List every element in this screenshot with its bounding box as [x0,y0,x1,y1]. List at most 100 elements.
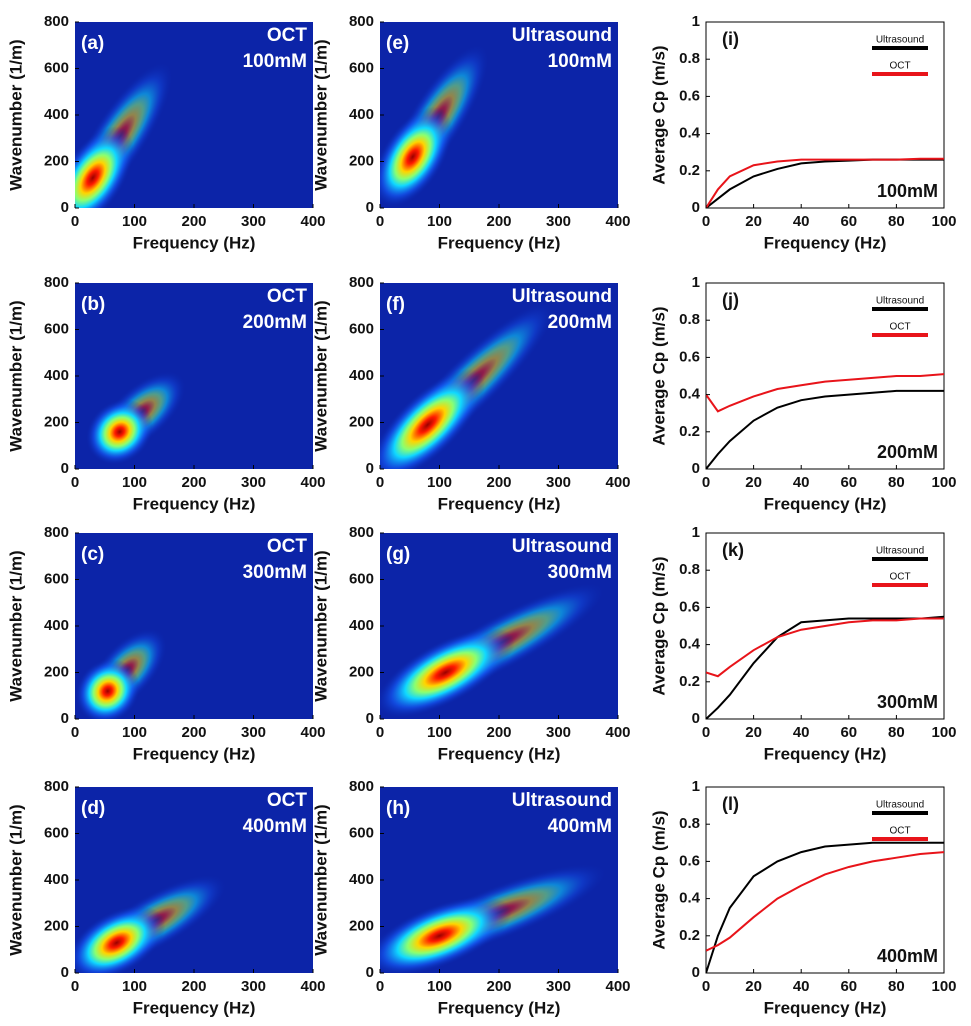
x-tick-label: 0 [376,213,384,230]
x-tick-label: 0 [71,978,79,995]
panel-annotation: 400mM [548,816,612,837]
panel-annotation: OCT [267,286,308,307]
x-tick-label: 60 [840,213,857,230]
y-tick-label: 0.4 [679,386,701,403]
panel-label: (l) [722,794,739,814]
panel-annotation: 100mM [548,51,612,72]
heatmap-peak [75,905,166,973]
x-axis-label: Frequency (Hz) [764,998,887,1017]
x-tick-label: 0 [702,474,710,491]
y-tick-label: 600 [44,570,69,587]
x-axis-label: Frequency (Hz) [133,494,256,513]
x-axis-label: Frequency (Hz) [764,233,887,252]
y-tick-label: 0 [61,460,69,477]
y-tick-label: 800 [44,13,69,30]
x-axis-label: Frequency (Hz) [764,744,887,763]
lines [706,373,944,469]
lines [706,615,944,719]
y-tick-label: 800 [349,524,374,541]
x-tick-label: 0 [376,724,384,741]
x-tick-label: 400 [300,724,325,741]
panel: Ultrasound OCT 0 20 40 60 80 100 0 0.2 0.4 0.6 0.8 1 F… [649,778,956,1018]
y-tick-label: 0 [366,199,374,216]
panel-label: (j) [722,290,739,310]
y-axis-label: Wavenumber (1/m) [311,300,330,451]
heatmap-peak [380,368,486,469]
y-tick-label: 0.2 [679,673,700,690]
x-tick-label: 400 [605,724,630,741]
panel-label: (b) [81,294,105,315]
y-tick-label: 200 [349,413,374,430]
data-line [706,841,944,973]
y-tick-label: 1 [692,778,700,795]
x-tick-label: 100 [427,978,452,995]
y-tick-label: 0.2 [679,927,700,944]
x-tick-label: 40 [793,474,810,491]
y-tick-label: 0.2 [679,423,700,440]
y-tick-label: 600 [349,570,374,587]
x-tick-label: 300 [241,474,266,491]
y-tick-label: 0 [692,199,700,216]
panel: 0 100 200 300 400 0 200 400 600 800 Frequency (Hz)… [311,13,630,253]
panel-label: (c) [81,544,104,565]
heatmap-peak [75,126,134,208]
x-tick-label: 80 [888,724,905,741]
y-tick-label: 800 [44,524,69,541]
x-tick-label: 60 [840,978,857,995]
x-tick-label: 200 [181,724,206,741]
y-tick-label: 200 [44,152,69,169]
panel: Ultrasound OCT 0 20 40 60 80 100 0 0.2 0.4 0.6 0.8 1 F… [649,13,956,253]
x-tick-label: 100 [122,213,147,230]
y-tick-label: 0 [366,710,374,727]
heatmap-peak [75,658,140,719]
panel-label: (d) [81,798,105,819]
heatmap-field [75,628,167,719]
x-tick-label: 300 [546,724,571,741]
x-tick-label: 200 [486,474,511,491]
plot-background [705,786,945,974]
y-tick-label: 200 [349,663,374,680]
panel: 0 100 200 300 400 0 200 400 600 800 Frequency (Hz)… [6,524,325,764]
x-tick-label: 400 [300,978,325,995]
y-tick-label: 200 [349,917,374,934]
x-axis-label: Frequency (Hz) [133,998,256,1017]
y-tick-label: 0 [692,710,700,727]
legend-label: OCT [889,572,910,583]
panel-label: (f) [386,294,405,315]
panel-annotation: Ultrasound [512,25,612,46]
panel: 0 100 200 300 400 0 200 400 600 800 Frequency (Hz)… [6,778,325,1018]
y-tick-label: 800 [349,274,374,291]
y-tick-label: 0.8 [679,311,700,328]
y-tick-label: 0.6 [679,87,700,104]
legend-label: Ultrasound [876,296,924,307]
x-tick-label: 100 [931,978,956,995]
y-tick-label: 0.2 [679,162,700,179]
panel-annotation: 100mM [243,51,307,72]
panel-label: (k) [722,540,744,560]
panel-annotation: 300mM [243,562,307,583]
y-tick-label: 0.8 [679,815,700,832]
y-tick-label: 200 [44,413,69,430]
y-axis-label: Average Cp (m/s) [649,556,668,695]
heatmap-field [380,44,489,207]
y-axis-label: Average Cp (m/s) [649,306,668,445]
x-tick-label: 300 [241,978,266,995]
y-tick-label: 0 [61,710,69,727]
data-line [706,157,944,208]
y-tick-label: 0.8 [679,561,700,578]
panel-annotation: OCT [267,790,308,811]
x-tick-label: 0 [376,474,384,491]
x-tick-label: 80 [888,213,905,230]
y-tick-label: 0.6 [679,852,700,869]
panel-annotation: OCT [267,536,308,557]
x-tick-label: 100 [122,474,147,491]
x-tick-label: 100 [931,213,956,230]
x-axis-label: Frequency (Hz) [438,744,561,763]
y-tick-label: 600 [349,824,374,841]
x-tick-label: 0 [702,978,710,995]
data-line [706,389,944,469]
x-axis-label: Frequency (Hz) [438,233,561,252]
y-axis-label: Average Cp (m/s) [649,45,668,184]
x-tick-label: 400 [605,474,630,491]
y-tick-label: 600 [44,824,69,841]
